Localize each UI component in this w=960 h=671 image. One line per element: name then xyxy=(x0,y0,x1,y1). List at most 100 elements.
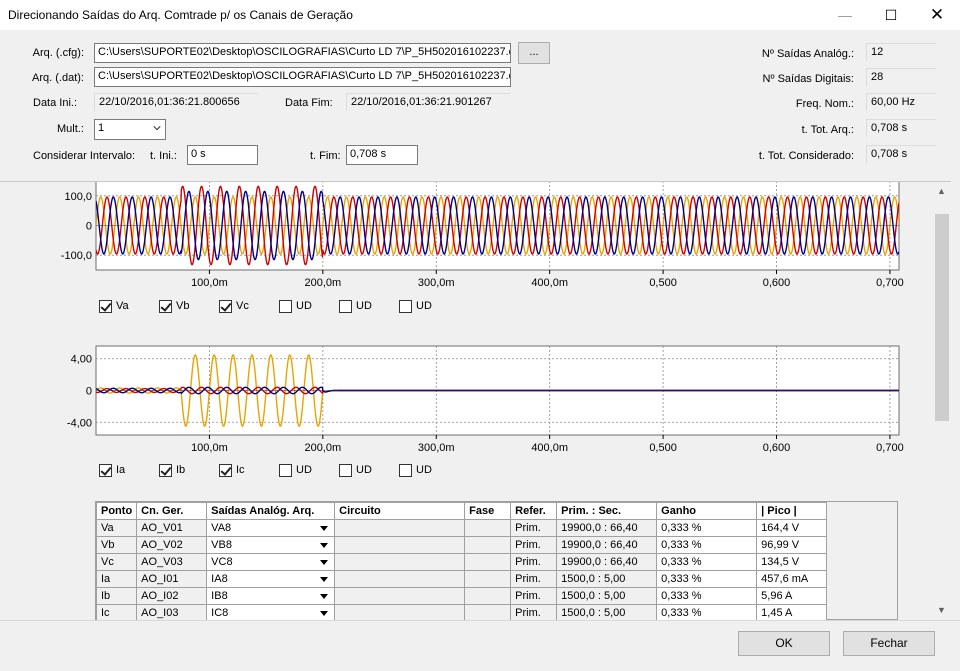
table-cell: AO_V02 xyxy=(136,536,208,554)
table-cell: 19900,0 : 66,40 xyxy=(556,536,658,554)
x-tick-label: 200,0m xyxy=(304,442,341,454)
dropdown-arrow-icon[interactable] xyxy=(320,526,329,531)
column-header[interactable]: Ganho xyxy=(656,502,758,520)
channel-checkbox[interactable] xyxy=(159,464,172,477)
table-cell: AO_I03 xyxy=(136,604,208,622)
table-cell[interactable]: 0,333 % xyxy=(656,604,758,622)
table-cell[interactable]: 0,333 % xyxy=(656,587,758,605)
scrollbar-thumb[interactable] xyxy=(935,214,949,421)
column-header[interactable]: Refer. xyxy=(510,502,558,520)
mult-select[interactable]: 1 xyxy=(94,119,166,140)
table-row[interactable]: Vc AO_V03 VC8 Prim. 19900,0 : 66,40 0,333 % 13… xyxy=(95,553,828,571)
data-ini-value: 22/10/2016,01:36:21.800656 xyxy=(94,93,258,111)
minimize-button[interactable]: — xyxy=(838,7,852,23)
ok-button[interactable]: OK xyxy=(738,631,830,656)
table-cell[interactable]: VA8 xyxy=(206,519,336,537)
t-ini-label: t. Ini.: xyxy=(150,150,177,162)
dropdown-arrow-icon[interactable] xyxy=(320,594,329,599)
channel-checkbox[interactable] xyxy=(279,300,292,313)
x-tick-label: 0,700 xyxy=(876,277,904,289)
table-cell xyxy=(464,587,512,605)
table-row[interactable]: Vb AO_V02 VB8 Prim. 19900,0 : 66,40 0,333 % 96… xyxy=(95,536,828,554)
column-header[interactable]: Prim. : Sec. xyxy=(556,502,658,520)
table-cell: 19900,0 : 66,40 xyxy=(556,553,658,571)
column-header[interactable]: Saídas Analóg. Arq. xyxy=(206,502,336,520)
browse-button[interactable]: ... xyxy=(518,42,550,64)
y-tick-label: 0 xyxy=(86,386,92,398)
channel-checkbox-label: UD xyxy=(296,300,312,312)
x-tick-label: 100,0m xyxy=(191,442,228,454)
t-ini-input[interactable]: 0 s xyxy=(187,145,258,165)
channel-checkbox[interactable] xyxy=(99,300,112,313)
table-cell[interactable]: IB8 xyxy=(206,587,336,605)
channel-checkbox[interactable] xyxy=(219,300,232,313)
n-digital-label: Nº Saídas Digitais: xyxy=(762,73,854,85)
n-analog-value: 12 xyxy=(866,43,936,61)
mult-label: Mult.: xyxy=(57,123,84,135)
table-cell: AO_I01 xyxy=(136,570,208,588)
channel-checkbox-label: Ic xyxy=(236,464,245,476)
series-line-vc xyxy=(96,190,899,261)
table-cell: 1,45 A xyxy=(756,604,828,622)
table-cell[interactable]: VC8 xyxy=(206,553,336,571)
channel-checkbox[interactable] xyxy=(399,464,412,477)
current-chart: 100,0m 200,0m 300,0m 400,0m 0,500 0,600 0,700 4… xyxy=(67,345,904,454)
fechar-button[interactable]: Fechar xyxy=(843,631,935,656)
channel-checkbox-label: Ia xyxy=(116,464,126,476)
dropdown-arrow-icon[interactable] xyxy=(320,560,329,565)
channel-checkbox[interactable] xyxy=(219,464,232,477)
table-row[interactable]: Ic AO_I03 IC8 Prim. 1500,0 : 5,00 0,333 % 1,45… xyxy=(95,604,828,622)
table-row[interactable]: Va AO_V01 VA8 Prim. 19900,0 : 66,40 0,333 % 16… xyxy=(95,519,828,537)
channel-checkbox[interactable] xyxy=(339,464,352,477)
column-header[interactable]: Ponto xyxy=(95,502,138,520)
table-row[interactable]: Ib AO_I02 IB8 Prim. 1500,0 : 5,00 0,333 % 5,96… xyxy=(95,587,828,605)
column-header[interactable]: | Pico | xyxy=(756,502,828,520)
table-cell[interactable]: 0,333 % xyxy=(656,519,758,537)
dropdown-arrow-icon[interactable] xyxy=(320,577,329,582)
x-tick-label: 400,0m xyxy=(531,442,568,454)
channel-checkbox[interactable] xyxy=(339,300,352,313)
scroll-down-arrow-icon[interactable]: ▼ xyxy=(937,605,946,615)
channel-checkbox[interactable] xyxy=(159,300,172,313)
cfg-path-field[interactable]: C:\Users\SUPORTE02\Desktop\OSCILOGRAFIAS… xyxy=(94,43,511,63)
column-header[interactable]: Fase xyxy=(464,502,512,520)
table-cell xyxy=(464,519,512,537)
cfg-label: Arq. (.cfg): xyxy=(32,47,84,59)
table-cell: Va xyxy=(95,519,138,537)
channel-checkbox[interactable] xyxy=(399,300,412,313)
table-cell xyxy=(334,519,466,537)
table-cell[interactable]: IA8 xyxy=(206,570,336,588)
table-cell[interactable]: 0,333 % xyxy=(656,553,758,571)
maximize-button[interactable]: ☐ xyxy=(884,7,898,23)
channel-checkbox-label: UD xyxy=(356,300,372,312)
channel-checkbox-label: UD xyxy=(296,464,312,476)
close-button[interactable]: ✕ xyxy=(929,5,945,24)
channel-checkbox-label: Ib xyxy=(176,464,186,476)
table-cell: 164,4 V xyxy=(756,519,828,537)
table-cell: AO_V03 xyxy=(136,553,208,571)
table-cell xyxy=(464,536,512,554)
considerar-label: Considerar Intervalo: xyxy=(33,150,136,162)
table-cell: Vb xyxy=(95,536,138,554)
y-tick-label: -4,00 xyxy=(67,417,92,429)
dat-path-field[interactable]: C:\Users\SUPORTE02\Desktop\OSCILOGRAFIAS… xyxy=(94,67,511,87)
channel-checkbox[interactable] xyxy=(99,464,112,477)
table-cell[interactable]: VB8 xyxy=(206,536,336,554)
x-tick-label: 0,500 xyxy=(649,442,677,454)
table-cell[interactable]: 0,333 % xyxy=(656,570,758,588)
column-header[interactable]: Cn. Ger. xyxy=(136,502,208,520)
channel-checkbox-label: UD xyxy=(416,464,432,476)
chevron-down-icon xyxy=(153,126,161,131)
dropdown-arrow-icon[interactable] xyxy=(320,543,329,548)
table-cell[interactable]: 0,333 % xyxy=(656,536,758,554)
t-fim-input[interactable]: 0,708 s xyxy=(346,145,418,165)
scroll-up-arrow-icon[interactable]: ▲ xyxy=(937,186,946,196)
table-cell[interactable]: IC8 xyxy=(206,604,336,622)
table-cell: Ia xyxy=(95,570,138,588)
voltage-chart: 100,0m200,0m300,0m400,0m0,5000,6000,7002… xyxy=(61,182,904,289)
column-header[interactable]: Circuito xyxy=(334,502,466,520)
channel-checkbox[interactable] xyxy=(279,464,292,477)
dropdown-arrow-icon[interactable] xyxy=(320,611,329,616)
table-cell xyxy=(334,553,466,571)
table-row[interactable]: Ia AO_I01 IA8 Prim. 1500,0 : 5,00 0,333 % 457,… xyxy=(95,570,828,588)
